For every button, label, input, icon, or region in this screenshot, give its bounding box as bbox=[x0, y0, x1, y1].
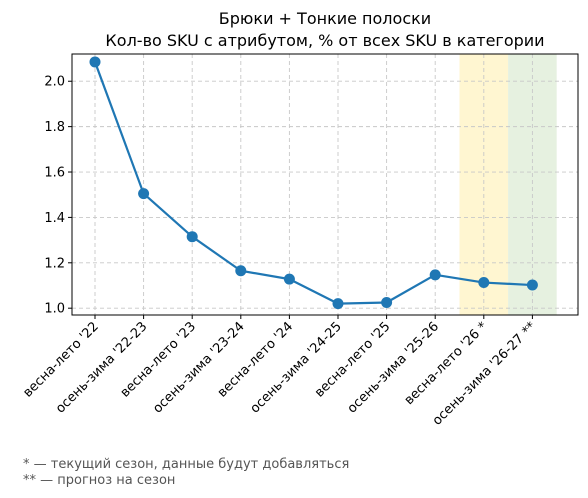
y-tick-label: 2.0 bbox=[44, 75, 65, 90]
chart-subtitle: Кол-во SKU с атрибутом, % от всех SKU в … bbox=[105, 31, 544, 50]
data-point bbox=[526, 279, 538, 291]
highlight-forecast-season bbox=[508, 54, 557, 315]
series-line bbox=[93, 61, 533, 305]
x-tick-label: весна-лето '26 * bbox=[402, 319, 491, 408]
data-point bbox=[381, 297, 393, 309]
data-point bbox=[332, 298, 344, 310]
plot-frame bbox=[71, 53, 579, 316]
footnote-current: * — текущий сезон, данные будут добавлят… bbox=[23, 457, 350, 472]
data-point bbox=[235, 265, 247, 277]
highlight-current-season bbox=[459, 54, 509, 315]
data-point bbox=[429, 269, 441, 281]
x-tick-label: осень-зима '23-24 bbox=[150, 319, 247, 416]
data-point bbox=[186, 231, 198, 243]
y-tick-label: 1.4 bbox=[44, 211, 65, 226]
x-tick-label: осень-зима '25-26 bbox=[345, 319, 442, 416]
y-tick-label: 1.6 bbox=[44, 166, 65, 181]
y-tick-label: 1.2 bbox=[44, 256, 65, 271]
x-tick-label: осень-зима '22-23 bbox=[53, 319, 150, 416]
data-point bbox=[283, 273, 295, 285]
y-tick-label: 1.8 bbox=[44, 120, 65, 135]
footnote-forecast: ** — прогноз на сезон bbox=[23, 473, 176, 488]
chart-title: Брюки + Тонкие полоски bbox=[219, 9, 431, 28]
data-point bbox=[138, 188, 150, 200]
y-tick-label: 1.0 bbox=[44, 302, 65, 317]
data-point bbox=[478, 277, 490, 289]
x-tick-label: осень-зима '24-25 bbox=[248, 319, 345, 416]
data-point bbox=[89, 56, 101, 68]
